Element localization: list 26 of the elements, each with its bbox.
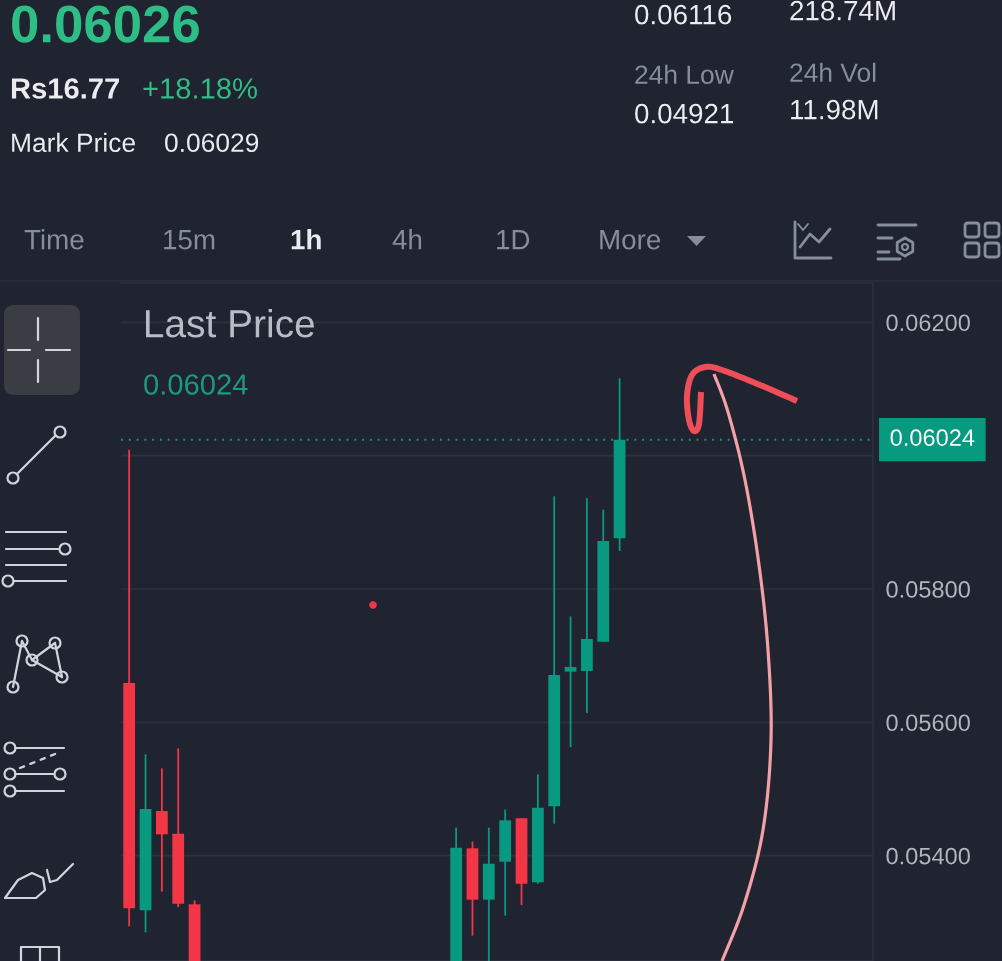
ref-line-label: 0.06024 <box>890 429 975 446</box>
y-tick-label: 0.06200 <box>886 314 970 332</box>
text: 4h <box>392 229 422 250</box>
text: Rs16.77 <box>11 78 119 99</box>
y-tick-label: 0.05600 <box>886 714 970 732</box>
text: 0.06026 <box>12 5 199 43</box>
text: Time <box>24 229 84 250</box>
text: 0.06116 <box>635 4 732 25</box>
annotation: 0.06024 <box>144 374 248 395</box>
text: Last Price <box>146 308 314 338</box>
text: 24h Vol <box>790 62 876 83</box>
text: 218.74M <box>790 0 895 21</box>
text: 15m <box>164 230 215 250</box>
y-tick-label: 0.05400 <box>886 847 970 865</box>
text: +18.18% <box>143 78 257 99</box>
text: 1h <box>291 229 321 250</box>
text: 0.06029 <box>165 133 259 153</box>
text: 1D <box>497 230 530 250</box>
text: Mark Price <box>12 132 135 153</box>
candlestick <box>564 615 577 748</box>
text: 11.98M <box>791 99 878 120</box>
y-tick-label: 0.05800 <box>886 581 970 598</box>
text: More <box>600 230 661 250</box>
candlestick <box>155 767 168 893</box>
text: 0.04921 <box>635 103 734 124</box>
text: 24h Low <box>635 64 734 85</box>
